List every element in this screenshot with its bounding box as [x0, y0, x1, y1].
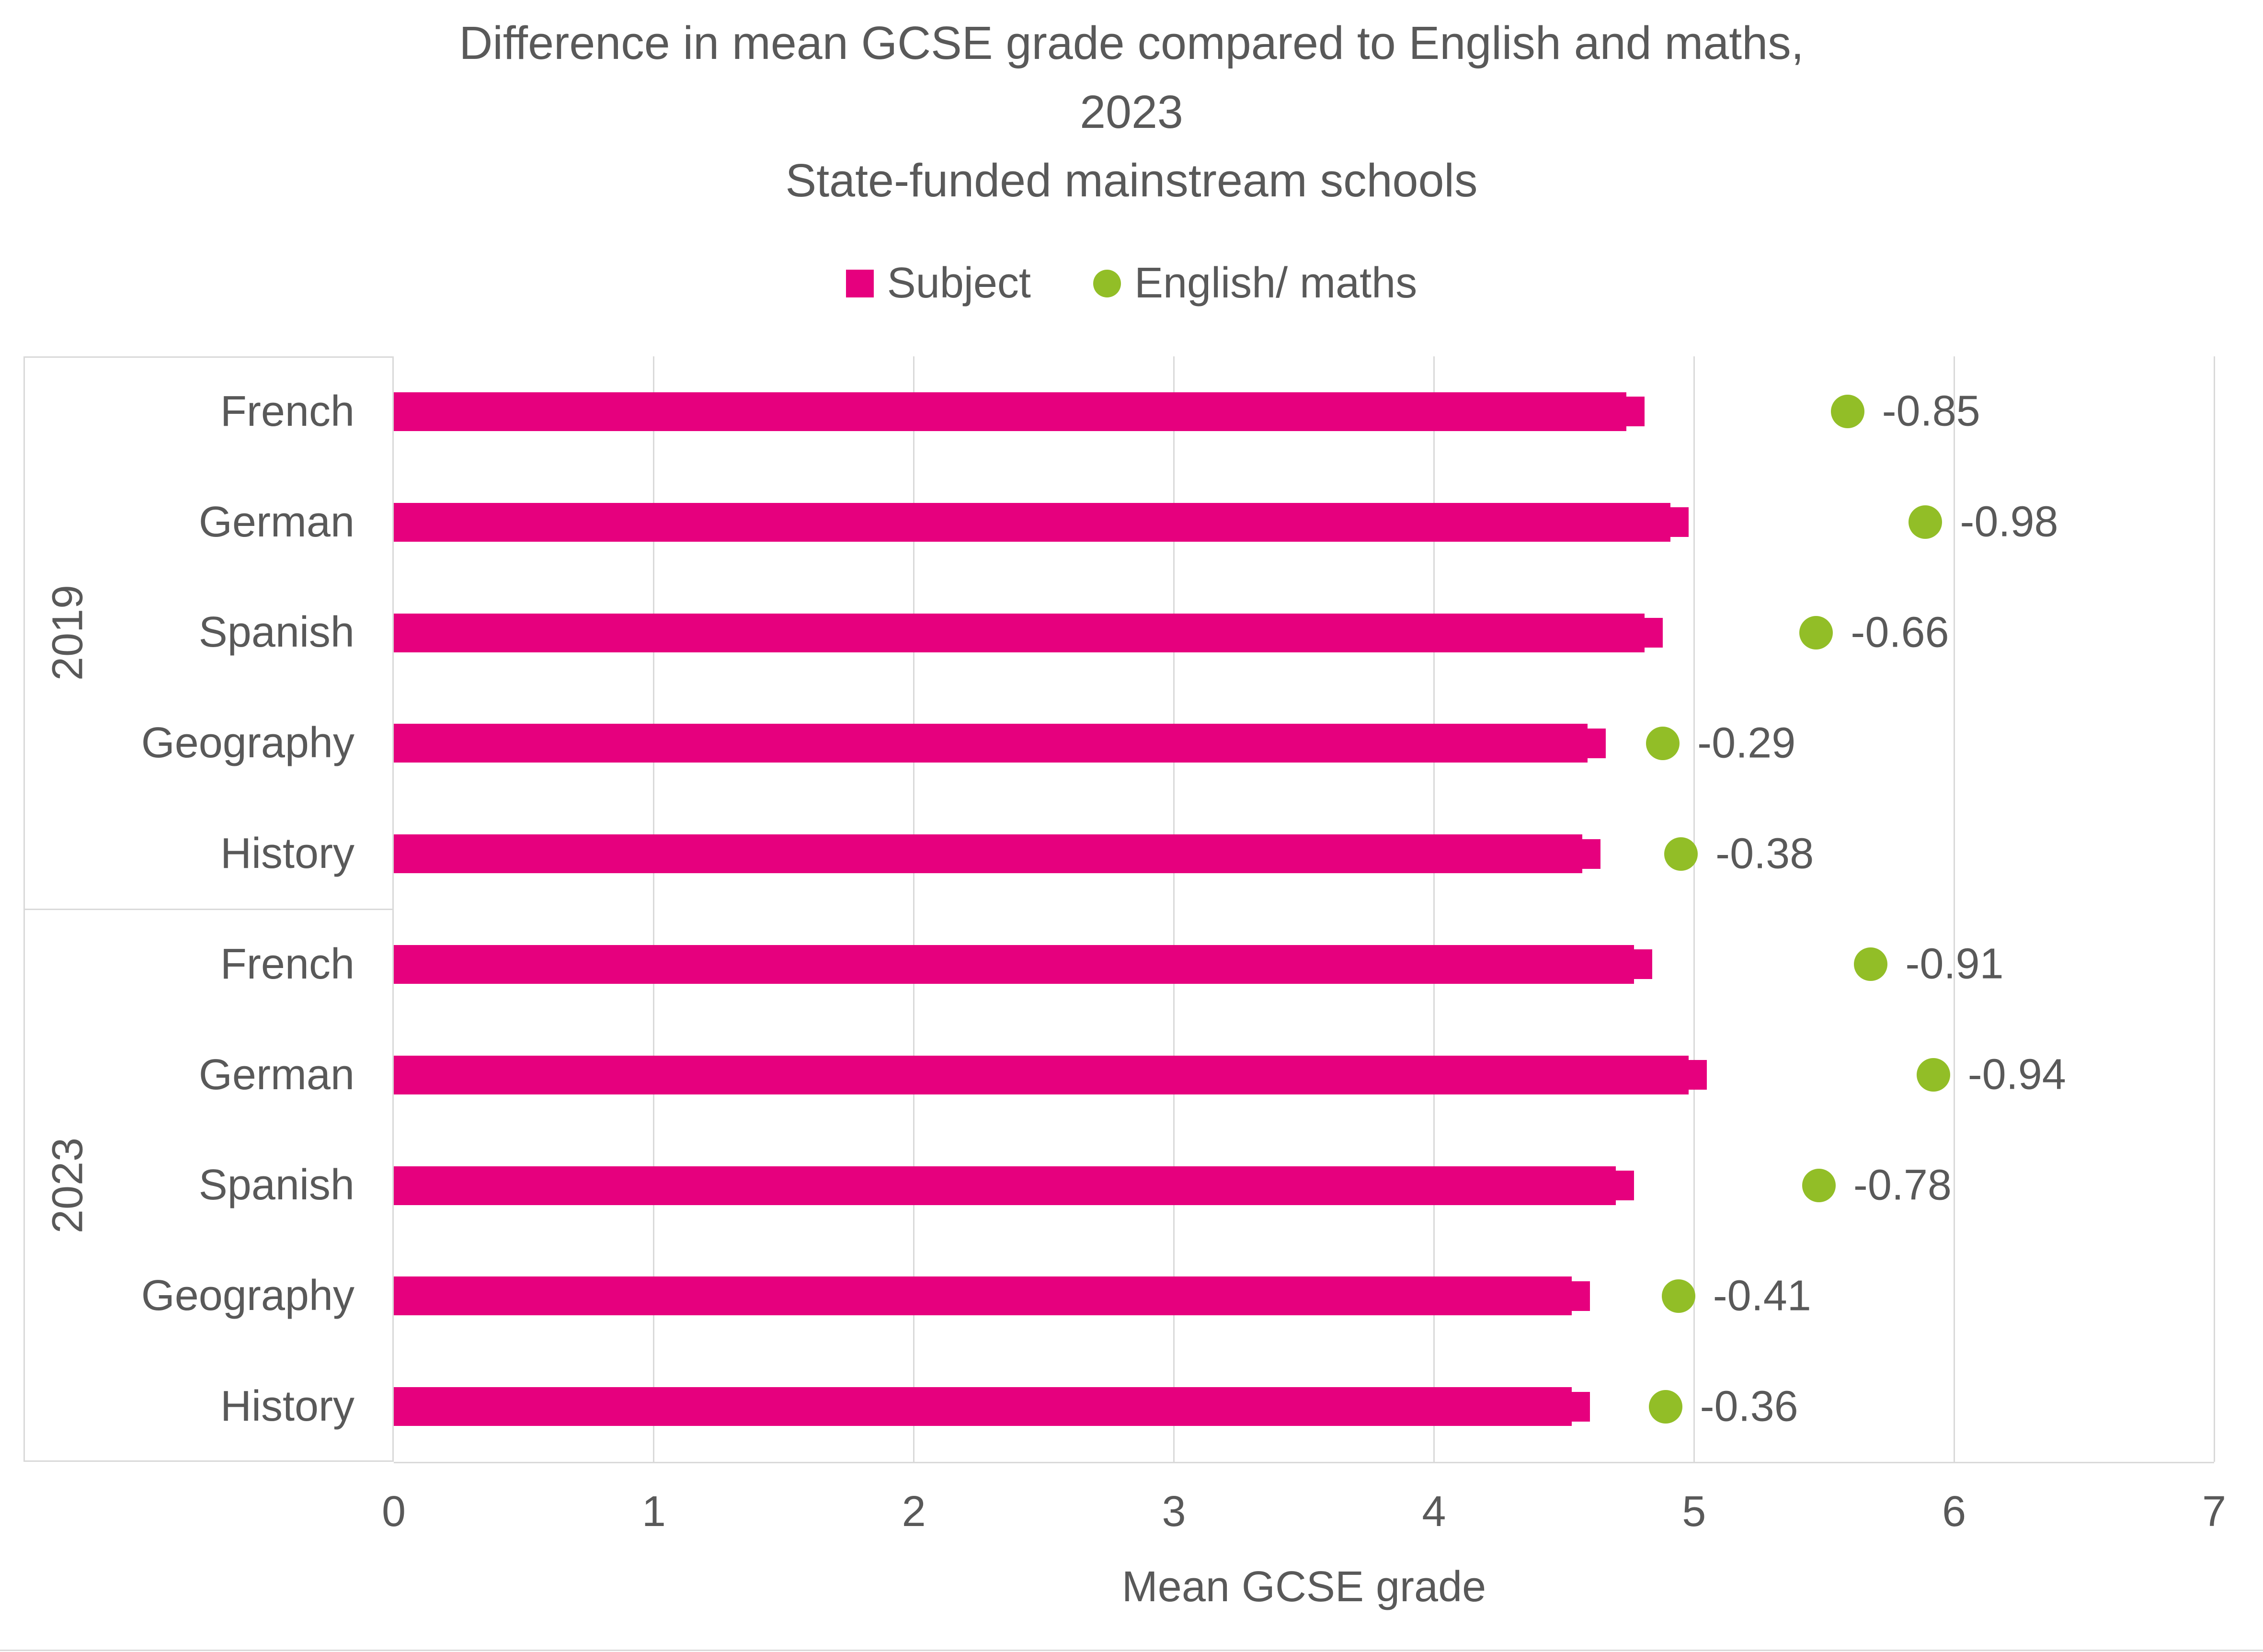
subject-bar-end-cap — [1689, 1060, 1707, 1090]
difference-value-label: -0.41 — [1713, 1272, 1811, 1320]
english-maths-dot — [1799, 616, 1833, 649]
difference-value-label: -0.98 — [1960, 498, 2058, 546]
subject-bar — [394, 1276, 1572, 1316]
difference-value-label: -0.66 — [1851, 608, 1949, 657]
english-maths-dot — [1802, 1169, 1836, 1202]
english-maths-dot — [1909, 505, 1943, 539]
gridline — [2213, 356, 2215, 1462]
gridline — [1173, 356, 1175, 1462]
chart-title-line1: Difference in mean GCSE grade compared t… — [459, 17, 1804, 69]
subject-bar — [394, 1387, 1572, 1426]
x-axis-tick-label: 7 — [2202, 1488, 2227, 1536]
english-maths-dot — [1661, 1279, 1695, 1313]
difference-value-label: -0.91 — [1905, 940, 2004, 988]
english-maths-dot — [1648, 1390, 1682, 1424]
subject-bar — [394, 613, 1645, 652]
x-axis-tick-label: 3 — [1162, 1488, 1186, 1536]
x-axis-tick-label: 2 — [902, 1488, 926, 1536]
english-maths-dot — [1854, 947, 1888, 981]
category-label: French — [220, 387, 354, 435]
legend-item-english-maths: English/ maths — [1093, 259, 1417, 308]
subject-bar-end-cap — [1572, 1391, 1590, 1422]
difference-value-label: -0.85 — [1882, 387, 1980, 435]
gridline — [1953, 356, 1955, 1462]
category-label: German — [198, 498, 354, 546]
difference-value-label: -0.38 — [1715, 830, 1814, 878]
subject-bar-end-cap — [1670, 507, 1689, 537]
subject-bar-end-cap — [1572, 1281, 1590, 1311]
legend: Subject English/ maths — [0, 259, 2263, 308]
subject-bar-end-cap — [1616, 1171, 1634, 1200]
x-axis-line — [394, 1462, 2214, 1463]
chart-subtitle: State-funded mainstream schools — [785, 154, 1478, 207]
x-axis-tick-label: 5 — [1682, 1488, 1706, 1536]
subject-bar-end-cap — [1645, 618, 1663, 648]
subject-bar-end-cap — [1626, 397, 1645, 427]
subject-bar-end-cap — [1587, 728, 1606, 758]
subject-bar — [394, 724, 1588, 763]
x-axis-title: Mean GCSE grade — [1121, 1563, 1486, 1611]
x-axis-tick-label: 1 — [641, 1488, 666, 1536]
subject-bar-swatch-icon — [846, 269, 874, 297]
subject-bar-end-cap — [1634, 949, 1653, 980]
category-label: German — [198, 1050, 354, 1099]
gridline — [1433, 356, 1435, 1462]
category-label: Geography — [141, 1272, 354, 1320]
chart-title: Difference in mean GCSE grade compared t… — [0, 9, 2263, 215]
gridline — [913, 356, 915, 1462]
x-axis-tick-label: 4 — [1422, 1488, 1446, 1536]
category-label: Spanish — [198, 1161, 354, 1209]
category-label: Geography — [141, 719, 354, 767]
subject-bar — [394, 392, 1627, 431]
chart-title-line2: 2023 — [1080, 85, 1183, 138]
english-maths-dot — [1916, 1058, 1950, 1092]
category-label: History — [220, 830, 354, 878]
gridline — [1693, 356, 1695, 1462]
subject-bar — [394, 945, 1634, 984]
chart-bottom-border — [0, 1650, 2263, 1651]
gridline — [653, 356, 655, 1462]
english-maths-dot-swatch-icon — [1093, 269, 1121, 297]
category-label: French — [220, 940, 354, 988]
subject-bar — [394, 1055, 1689, 1094]
subject-bar — [394, 834, 1582, 874]
category-label: History — [220, 1382, 354, 1431]
year-group-divider — [23, 908, 394, 910]
x-axis-tick-label: 6 — [1942, 1488, 1966, 1536]
difference-value-label: -0.94 — [1967, 1050, 2066, 1099]
subject-bar — [394, 502, 1671, 542]
x-axis-tick-label: 0 — [381, 1488, 406, 1536]
difference-value-label: -0.29 — [1697, 719, 1796, 767]
english-maths-dot — [1830, 395, 1864, 429]
english-maths-dot — [1664, 837, 1698, 871]
subject-bar-end-cap — [1582, 839, 1600, 869]
difference-value-label: -0.78 — [1853, 1161, 1952, 1209]
english-maths-dot — [1646, 726, 1680, 760]
subject-bar — [394, 1166, 1616, 1205]
legend-item-subject: Subject — [846, 259, 1031, 308]
legend-label-english-maths: English/ maths — [1134, 259, 1417, 307]
legend-label-subject: Subject — [887, 259, 1031, 307]
category-label: Spanish — [198, 608, 354, 657]
difference-value-label: -0.36 — [1700, 1382, 1798, 1431]
